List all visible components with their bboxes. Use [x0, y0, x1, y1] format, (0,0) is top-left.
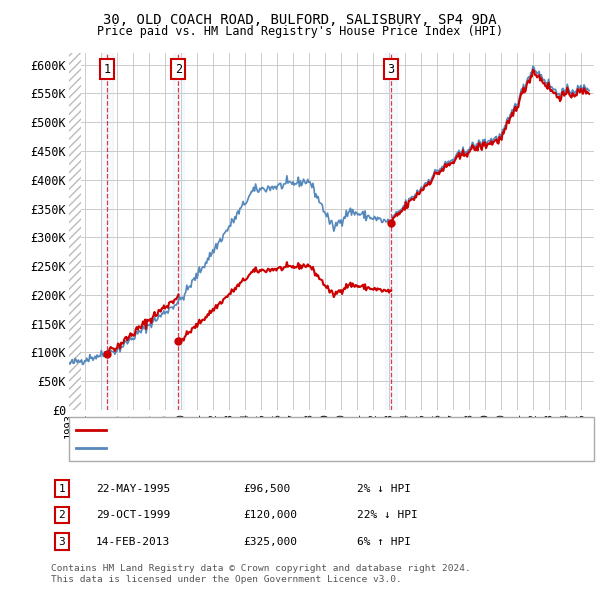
Bar [173, 53, 184, 410]
Text: £96,500: £96,500 [243, 484, 290, 493]
Text: HPI: Average price, detached house, Wiltshire: HPI: Average price, detached house, Wilt… [111, 444, 392, 453]
Text: 29-OCT-1999: 29-OCT-1999 [96, 510, 170, 520]
Text: £325,000: £325,000 [243, 537, 297, 546]
Text: Contains HM Land Registry data © Crown copyright and database right 2024.: Contains HM Land Registry data © Crown c… [51, 565, 471, 573]
Bar [101, 53, 113, 410]
Text: 2% ↓ HPI: 2% ↓ HPI [357, 484, 411, 493]
Text: 3: 3 [58, 537, 65, 546]
Text: 3: 3 [388, 63, 395, 76]
Text: 30, OLD COACH ROAD, BULFORD, SALISBURY, SP4 9DA (detached house): 30, OLD COACH ROAD, BULFORD, SALISBURY, … [111, 425, 511, 435]
Text: 22% ↓ HPI: 22% ↓ HPI [357, 510, 418, 520]
Text: 6% ↑ HPI: 6% ↑ HPI [357, 537, 411, 546]
Text: This data is licensed under the Open Government Licence v3.0.: This data is licensed under the Open Gov… [51, 575, 402, 584]
Text: 14-FEB-2013: 14-FEB-2013 [96, 537, 170, 546]
Bar [385, 53, 397, 410]
Text: £120,000: £120,000 [243, 510, 297, 520]
Text: Price paid vs. HM Land Registry's House Price Index (HPI): Price paid vs. HM Land Registry's House … [97, 25, 503, 38]
Text: 1: 1 [104, 63, 110, 76]
Text: 30, OLD COACH ROAD, BULFORD, SALISBURY, SP4 9DA: 30, OLD COACH ROAD, BULFORD, SALISBURY, … [103, 13, 497, 27]
Text: 22-MAY-1995: 22-MAY-1995 [96, 484, 170, 493]
Text: 2: 2 [58, 510, 65, 520]
Text: 2: 2 [175, 63, 182, 76]
Text: 1: 1 [58, 484, 65, 493]
